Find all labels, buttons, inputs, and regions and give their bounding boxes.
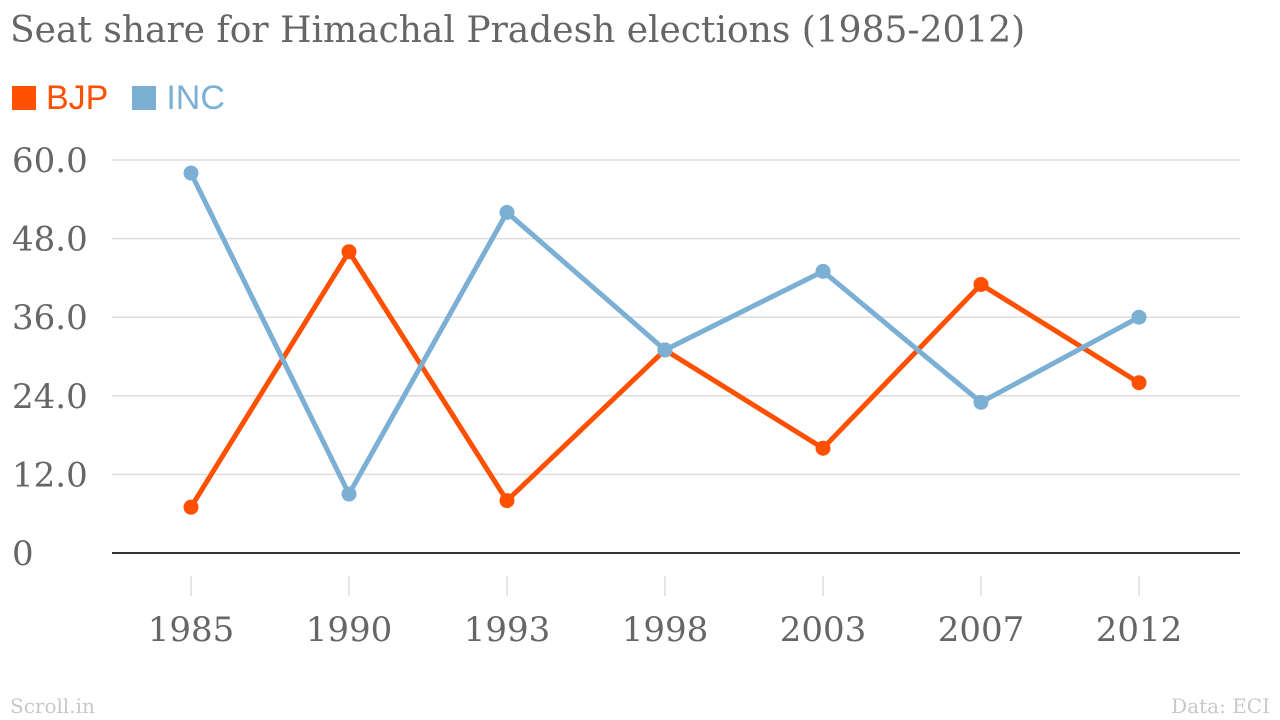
source-site-label: Scroll.in [10,694,95,718]
data-point-inc-2007 [973,394,989,410]
data-point-bjp-1993 [499,493,515,509]
series-line-bjp [188,249,1142,510]
series-line-inc [188,170,1142,497]
legend: BJP INC [12,76,249,120]
y-tick-label-2: 24.0 [12,377,88,417]
legend-swatch-inc [132,86,157,110]
legend-item-inc: INC [132,79,225,118]
legend-label-bjp: BJP [46,78,109,117]
data-point-inc-1990 [341,486,357,502]
x-tick-label-1993: 1993 [464,610,551,650]
x-tick-label-2003: 2003 [780,610,867,650]
y-tick-label-4: 48.0 [12,220,88,260]
data-point-inc-2012 [1131,309,1147,325]
data-point-bjp-2012 [1131,375,1147,391]
data-point-bjp-1990 [341,244,357,260]
x-tick-label-1985: 1985 [148,610,235,650]
data-credit-label: Data: ECI [1171,694,1270,718]
chart-title: Seat share for Himachal Pradesh election… [10,10,1026,51]
legend-swatch-bjp [12,86,36,110]
y-tick-label-1: 12.0 [12,455,88,495]
legend-label-inc: INC [166,78,225,117]
y-tick-label-3: 36.0 [12,298,88,338]
y-tick-label-0: 0 [12,534,34,574]
data-point-bjp-1985 [183,499,199,515]
data-point-inc-1985 [183,165,199,181]
data-point-bjp-2003 [815,440,831,456]
legend-item-bjp: BJP [12,79,108,118]
x-tick-label-2007: 2007 [938,610,1025,650]
data-point-bjp-2007 [973,276,989,292]
data-point-inc-1993 [499,204,515,220]
y-tick-label-5: 60.0 [12,141,88,181]
data-point-inc-2003 [815,263,831,279]
x-tick-label-2012: 2012 [1096,610,1183,650]
x-tick-label-1998: 1998 [622,610,709,650]
data-point-inc-1998 [657,342,673,358]
x-tick-label-1990: 1990 [306,610,393,650]
